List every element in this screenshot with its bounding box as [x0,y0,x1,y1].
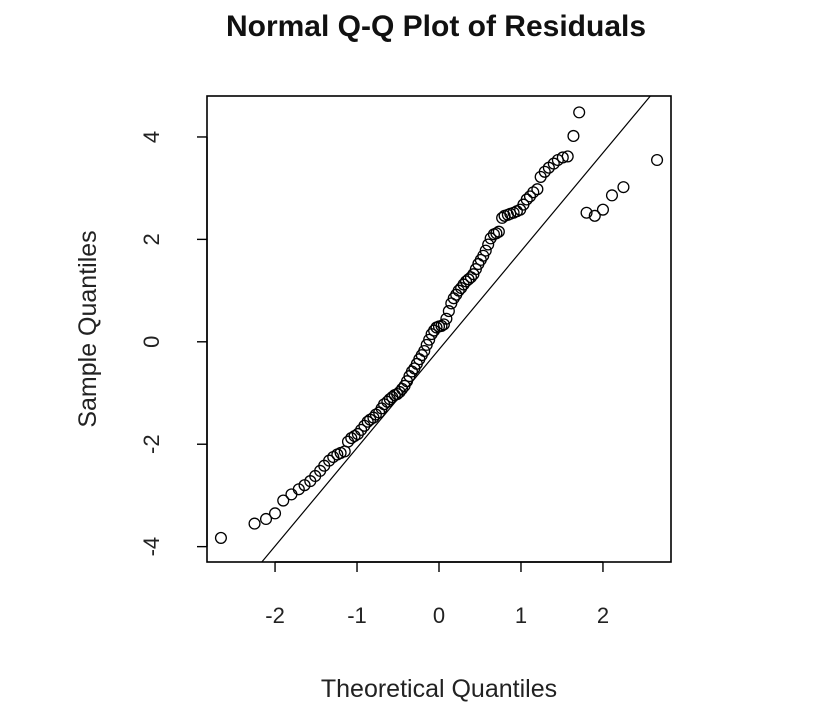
data-point [323,454,336,467]
data-point [418,344,431,358]
data-point [248,517,261,530]
qq-reference-line-group [261,95,651,563]
data-point [651,153,664,167]
y-axis-label: Sample Quantiles [74,230,102,427]
data-point [556,151,569,164]
y-axis: -4 -2 0 2 4 [139,131,208,557]
data-point [277,494,290,507]
data-point [490,227,503,240]
data-point [596,203,610,216]
data-point [538,165,551,178]
data-point [561,150,574,163]
data-point [588,209,601,222]
data-point [520,193,533,206]
data-point [547,157,560,170]
data-point [531,183,544,196]
chart-title: Normal Q-Q Plot of Residuals [226,10,646,43]
data-point [437,318,450,331]
y-tick-label: 0 [139,336,164,348]
y-tick-label: -2 [139,434,164,454]
data-point [580,206,593,219]
data-point [285,488,298,501]
x-tick-label: 2 [597,603,609,628]
data-point [268,507,282,520]
x-tick-label: -2 [265,603,285,628]
data-point [355,423,368,436]
x-axis: -2 -1 0 1 2 [265,561,609,628]
data-point [440,312,453,325]
y-tick-label: 4 [139,131,164,143]
x-axis-label: Theoretical Quantiles [321,675,557,703]
x-tick-label: -1 [347,603,367,628]
x-tick-label: 1 [515,603,527,628]
data-point [351,427,364,441]
data-point [617,181,630,194]
data-point [348,429,361,443]
y-tick-label: -4 [139,537,164,557]
data-point [605,189,619,202]
data-points [214,106,664,544]
x-tick-label: 0 [433,603,445,628]
data-point [492,225,505,238]
data-point [345,432,358,445]
data-point [523,190,537,203]
data-point [567,129,580,142]
data-point [214,531,227,544]
data-point [259,512,273,526]
data-point [527,186,540,199]
y-tick-label: 2 [139,233,164,245]
data-point [479,244,492,257]
qq-reference-line [261,95,651,563]
data-point [442,305,455,318]
data-point [573,106,586,119]
data-point [482,238,495,251]
data-point [423,333,436,346]
